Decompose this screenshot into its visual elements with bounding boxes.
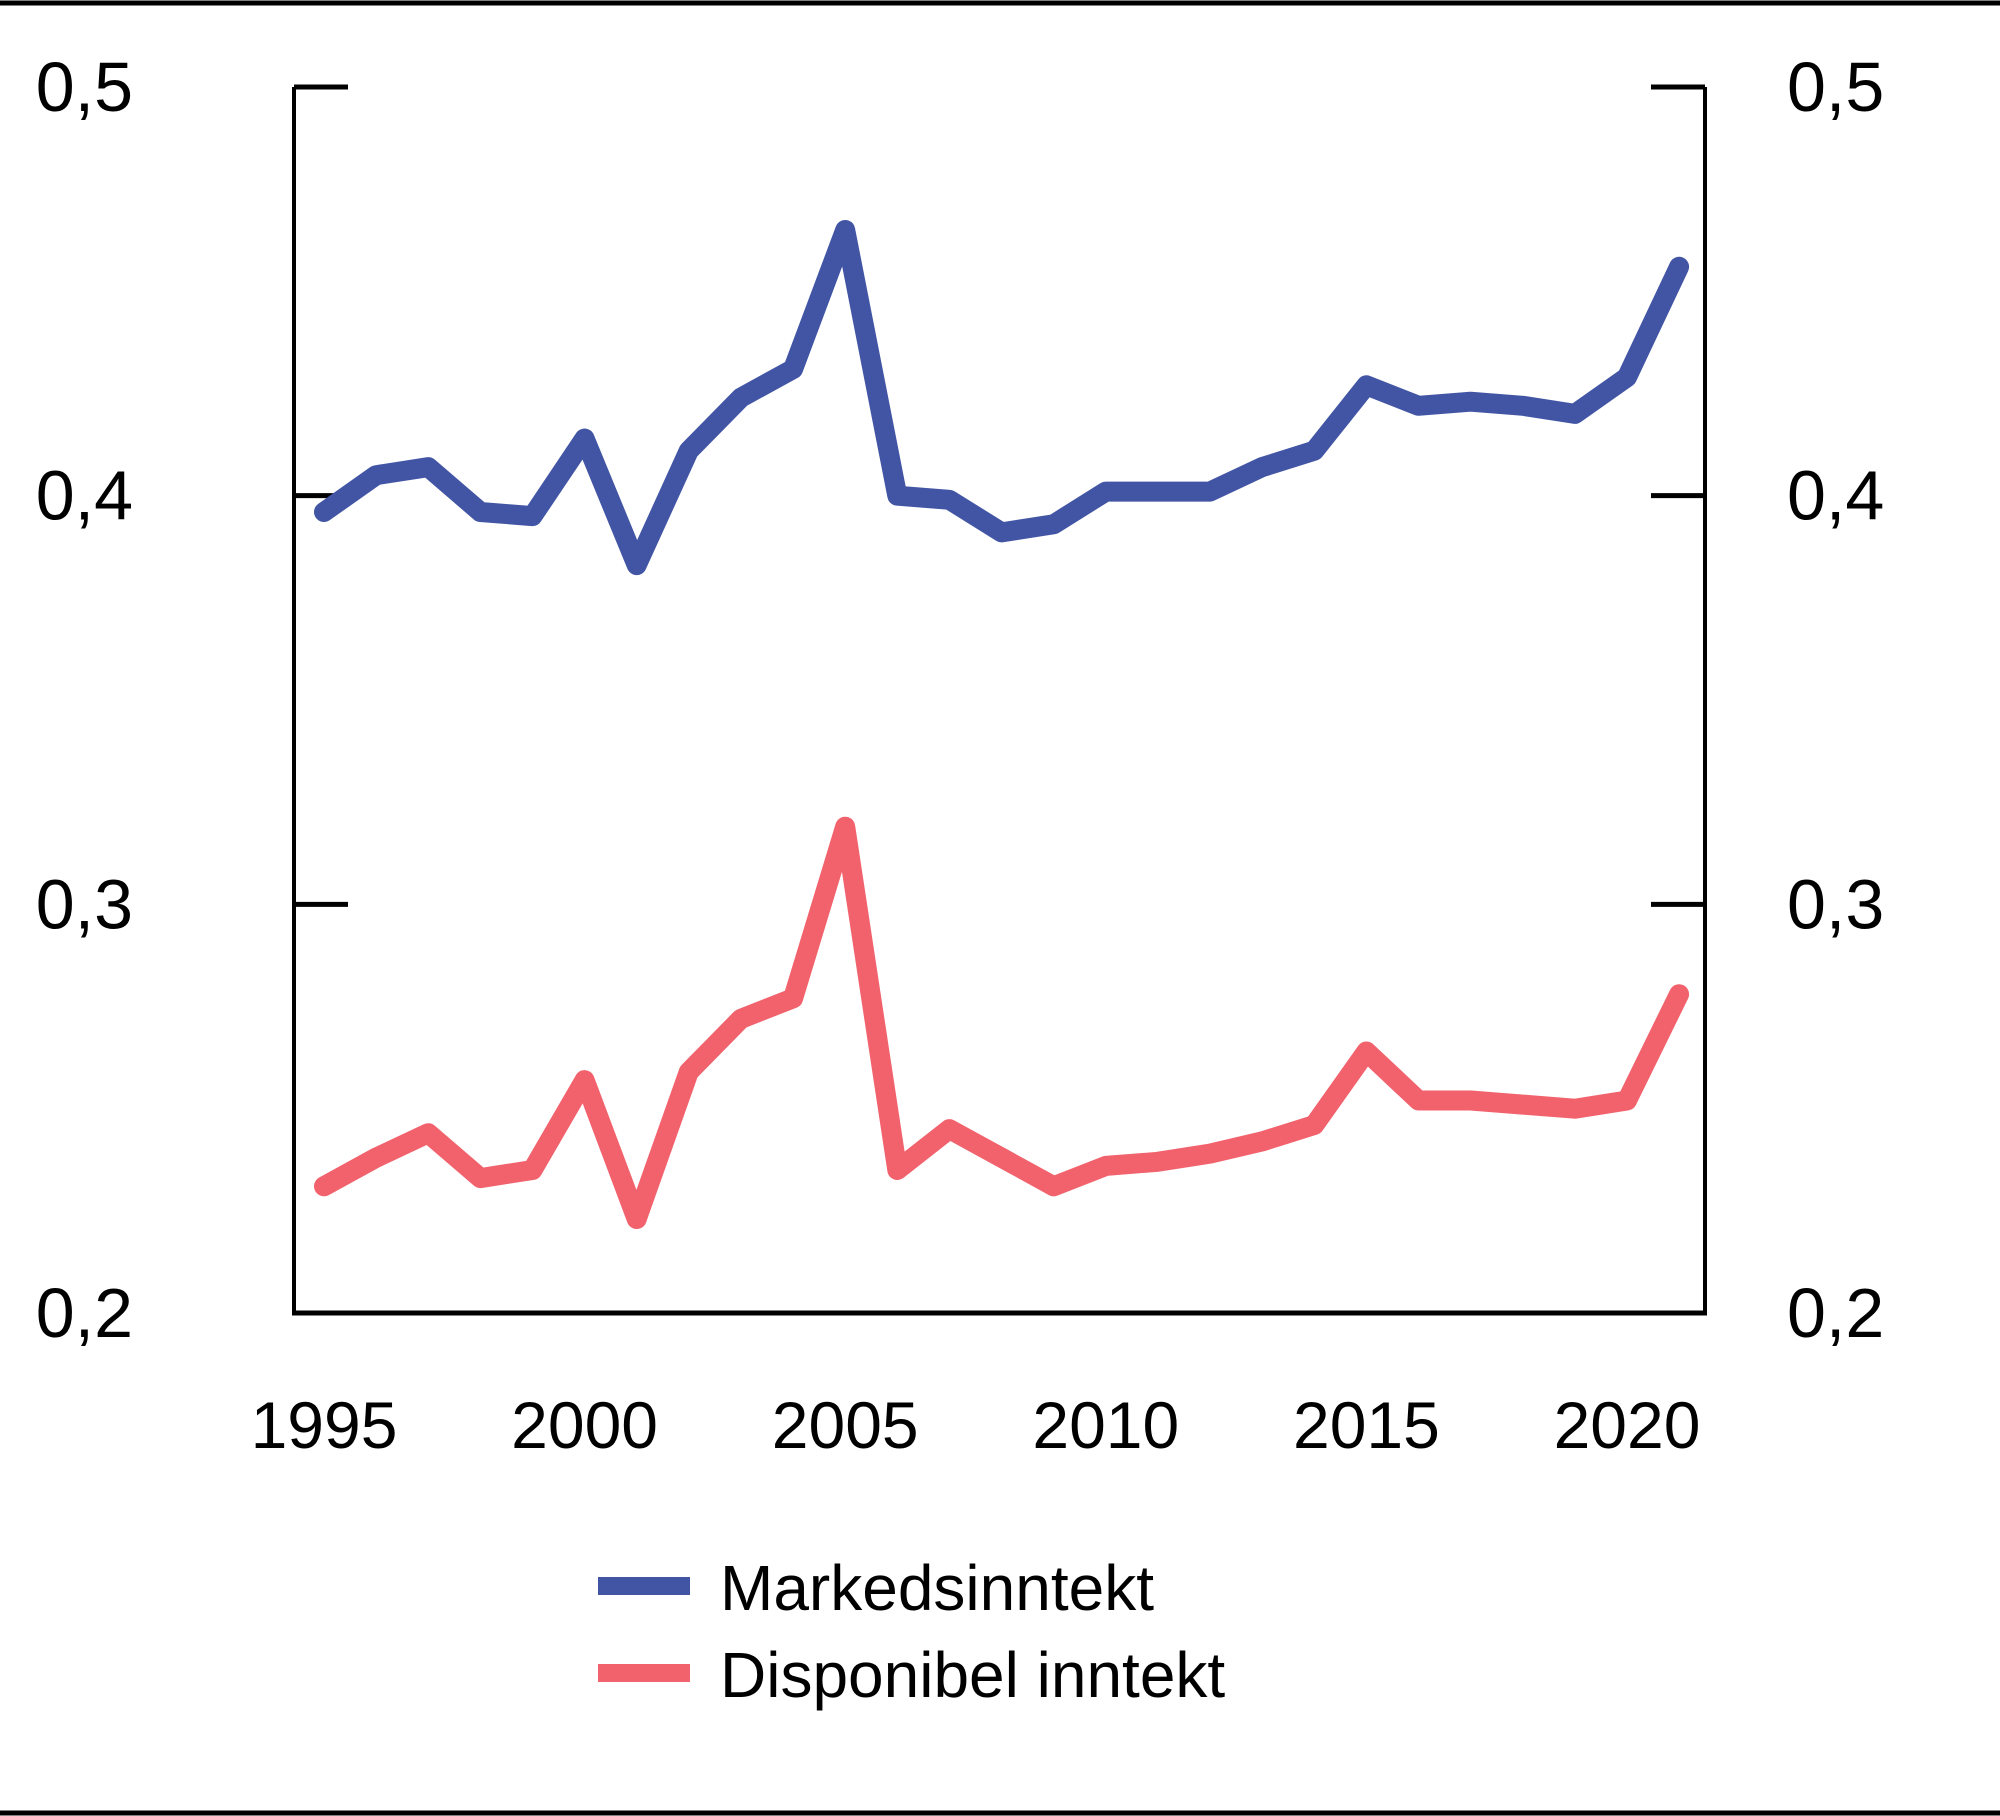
axis-tick-labels: 0,5 0,5 0,4 0,4 0,3 0,3 0,2 0,2 1995 2000 2005 2010… [36, 48, 1885, 1462]
legend-swatch-markedsinntekt [598, 1577, 690, 1595]
y-tick-label-right: 0,5 [1787, 48, 1884, 126]
y-tick-label-left: 0,3 [36, 865, 133, 943]
x-tick-label: 2015 [1293, 1388, 1440, 1462]
y-tick-label-left: 0,4 [36, 457, 133, 535]
axes [292, 84, 1707, 1316]
x-tick-label: 2010 [1032, 1388, 1179, 1462]
legend-label-disponibel-inntekt: Disponibel inntekt [720, 1639, 1225, 1711]
series-line-markedsinntekt [314, 220, 1690, 576]
legend-swatch-disponibel-inntekt [598, 1664, 690, 1682]
legend-label-markedsinntekt: Markedsinntekt [720, 1552, 1154, 1624]
legend: Markedsinntekt Disponibel inntekt [598, 1552, 1225, 1711]
series-lines [314, 220, 1690, 1229]
y-tick-label-right: 0,3 [1787, 865, 1884, 943]
x-tick-label: 2000 [511, 1388, 658, 1462]
x-tick-label: 2005 [772, 1388, 919, 1462]
y-tick-label-left: 0,5 [36, 48, 133, 126]
x-tick-label: 2020 [1554, 1388, 1701, 1462]
series-line-disponibel-inntekt [314, 816, 1690, 1229]
x-tick-label: 1995 [251, 1388, 398, 1462]
y-tick-label-left: 0,2 [36, 1274, 133, 1352]
y-tick-label-right: 0,2 [1787, 1274, 1884, 1352]
y-tick-label-right: 0,4 [1787, 457, 1884, 535]
